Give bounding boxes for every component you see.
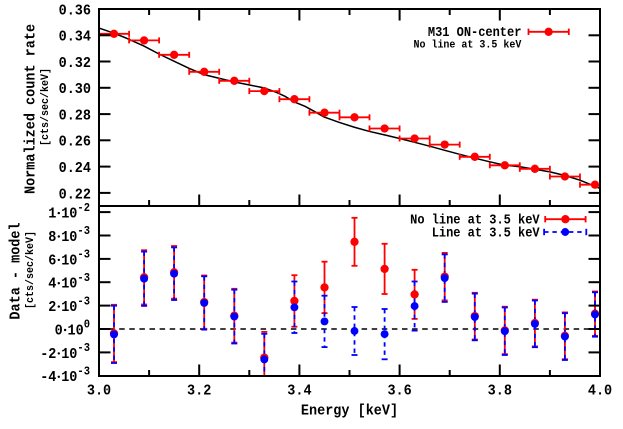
svg-text:1: 1 [48,206,56,223]
svg-text:0.28: 0.28 [59,108,91,125]
svg-text:4: 4 [48,276,56,293]
svg-text:0.32: 0.32 [59,55,91,72]
svg-text:10: 10 [61,253,77,270]
svg-text:-2: -2 [40,346,56,363]
svg-text:-3: -3 [77,343,90,356]
svg-text:0.34: 0.34 [59,29,92,46]
svg-text:0.22: 0.22 [59,187,91,204]
svg-text:-3: -3 [77,226,90,239]
svg-text:-3: -3 [77,296,90,309]
svg-text:-3: -3 [77,249,90,262]
svg-text:10: 10 [61,370,77,387]
svg-text:Line at 3.5 keV: Line at 3.5 keV [432,225,540,241]
svg-text:-4: -4 [40,370,57,387]
svg-text:[cts/sec/keV]: [cts/sec/keV] [25,231,38,309]
svg-text:No line at 3.5 keV: No line at 3.5 keV [410,212,540,228]
svg-text:10: 10 [61,206,77,223]
svg-text:10: 10 [61,346,77,363]
svg-text:0.36: 0.36 [59,3,91,20]
svg-text:0.30: 0.30 [59,82,91,99]
svg-text:3.6: 3.6 [387,383,411,400]
svg-text:3.8: 3.8 [488,383,512,400]
svg-text:0: 0 [84,319,91,332]
svg-text:3.0: 3.0 [87,383,111,400]
svg-text:8: 8 [48,229,56,246]
svg-text:10: 10 [61,276,77,293]
svg-text:M31 ON-center: M31 ON-center [428,24,522,40]
svg-text:-3: -3 [77,366,90,379]
svg-text:Normalized count rate: Normalized count rate [23,24,40,194]
svg-text:10: 10 [61,229,77,246]
svg-text:No line at 3.5 keV: No line at 3.5 keV [413,39,522,52]
svg-text:2: 2 [48,299,56,316]
svg-text:10: 10 [68,323,84,340]
svg-text:3.2: 3.2 [187,383,211,400]
svg-text:0: 0 [55,323,63,340]
svg-text:-2: -2 [77,202,90,215]
svg-text:4.0: 4.0 [588,383,612,400]
svg-text:0.26: 0.26 [59,134,91,151]
svg-text:[cts/sec/keV]: [cts/sec/keV] [40,68,53,146]
svg-text:Data - model: Data - model [8,222,25,320]
svg-text:3.4: 3.4 [287,383,312,400]
svg-text:Energy [keV]: Energy [keV] [301,403,398,420]
svg-text:10: 10 [61,299,77,316]
svg-text:6: 6 [48,253,56,270]
svg-text:0.24: 0.24 [59,160,92,177]
svg-text:-3: -3 [77,272,90,285]
